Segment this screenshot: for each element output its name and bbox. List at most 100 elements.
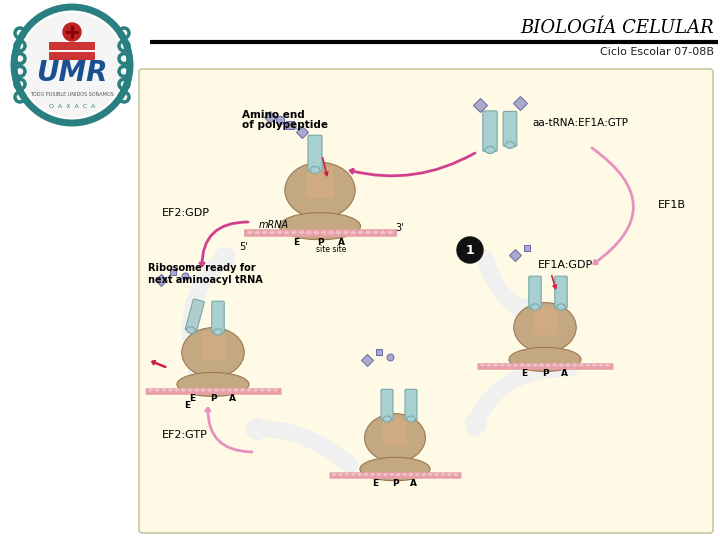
- Ellipse shape: [365, 231, 371, 234]
- Ellipse shape: [188, 388, 192, 392]
- Ellipse shape: [254, 231, 260, 234]
- Ellipse shape: [447, 473, 451, 476]
- Ellipse shape: [174, 388, 179, 392]
- Ellipse shape: [273, 388, 278, 392]
- FancyBboxPatch shape: [381, 389, 393, 420]
- Text: E: E: [184, 402, 190, 410]
- Ellipse shape: [579, 363, 583, 367]
- Text: site site: site site: [315, 245, 346, 254]
- Ellipse shape: [493, 363, 498, 367]
- Ellipse shape: [364, 473, 369, 476]
- Ellipse shape: [360, 457, 430, 481]
- Circle shape: [457, 237, 483, 263]
- Ellipse shape: [454, 473, 458, 476]
- FancyBboxPatch shape: [405, 389, 417, 420]
- Ellipse shape: [592, 363, 597, 367]
- Ellipse shape: [214, 329, 222, 335]
- Text: 1: 1: [466, 244, 474, 256]
- Ellipse shape: [332, 473, 336, 476]
- Text: EF2:GDP: EF2:GDP: [162, 208, 210, 218]
- Ellipse shape: [220, 388, 225, 392]
- Text: P: P: [317, 238, 323, 247]
- Ellipse shape: [328, 231, 334, 234]
- Circle shape: [63, 23, 81, 41]
- Ellipse shape: [407, 416, 415, 422]
- FancyBboxPatch shape: [554, 276, 567, 308]
- FancyBboxPatch shape: [212, 301, 224, 333]
- Text: UMR: UMR: [36, 59, 108, 87]
- Ellipse shape: [434, 473, 439, 476]
- Text: P: P: [392, 478, 398, 488]
- Ellipse shape: [370, 473, 375, 476]
- Ellipse shape: [533, 363, 538, 367]
- Ellipse shape: [487, 363, 492, 367]
- Ellipse shape: [513, 363, 518, 367]
- FancyBboxPatch shape: [139, 69, 713, 533]
- Ellipse shape: [186, 327, 195, 333]
- Text: E: E: [372, 478, 378, 488]
- Ellipse shape: [559, 363, 564, 367]
- Ellipse shape: [279, 213, 361, 240]
- Ellipse shape: [509, 347, 581, 372]
- Ellipse shape: [233, 388, 238, 392]
- FancyBboxPatch shape: [49, 52, 95, 60]
- Ellipse shape: [284, 231, 289, 234]
- Ellipse shape: [480, 363, 485, 367]
- Ellipse shape: [262, 231, 267, 234]
- Ellipse shape: [181, 328, 244, 377]
- Text: A: A: [338, 238, 345, 247]
- Text: P: P: [210, 394, 216, 403]
- Ellipse shape: [148, 388, 153, 392]
- Ellipse shape: [240, 388, 245, 392]
- Ellipse shape: [314, 231, 319, 234]
- Ellipse shape: [383, 473, 388, 476]
- Ellipse shape: [557, 304, 565, 310]
- FancyBboxPatch shape: [185, 299, 204, 333]
- Ellipse shape: [247, 231, 253, 234]
- Ellipse shape: [428, 473, 433, 476]
- Ellipse shape: [552, 363, 557, 367]
- Ellipse shape: [390, 473, 394, 476]
- Ellipse shape: [387, 231, 393, 234]
- Ellipse shape: [572, 363, 577, 367]
- Ellipse shape: [364, 414, 426, 462]
- Text: of polypeptide: of polypeptide: [242, 120, 328, 130]
- Ellipse shape: [505, 141, 515, 149]
- Ellipse shape: [351, 473, 356, 476]
- Text: E: E: [294, 238, 300, 247]
- Text: EF1A:GDP: EF1A:GDP: [538, 260, 593, 270]
- Ellipse shape: [485, 146, 495, 153]
- Ellipse shape: [338, 473, 343, 476]
- Ellipse shape: [247, 388, 251, 392]
- Ellipse shape: [253, 388, 258, 392]
- Ellipse shape: [377, 473, 382, 476]
- FancyBboxPatch shape: [528, 276, 541, 308]
- Text: Ribosome ready for: Ribosome ready for: [148, 263, 256, 273]
- Text: A: A: [410, 478, 417, 488]
- Ellipse shape: [155, 388, 160, 392]
- Ellipse shape: [605, 363, 610, 367]
- Ellipse shape: [201, 388, 205, 392]
- Ellipse shape: [351, 231, 356, 234]
- Ellipse shape: [343, 231, 348, 234]
- Ellipse shape: [421, 473, 426, 476]
- Ellipse shape: [373, 231, 378, 234]
- Text: EF2:GTP: EF2:GTP: [162, 430, 208, 440]
- Ellipse shape: [292, 231, 297, 234]
- FancyBboxPatch shape: [308, 135, 322, 171]
- Text: EF1B: EF1B: [658, 200, 686, 210]
- FancyBboxPatch shape: [483, 111, 498, 151]
- Ellipse shape: [380, 231, 385, 234]
- Text: E: E: [521, 369, 527, 379]
- Bar: [533, 307, 557, 335]
- Text: A: A: [561, 369, 567, 379]
- Bar: [383, 417, 407, 445]
- Ellipse shape: [441, 473, 446, 476]
- Ellipse shape: [266, 388, 271, 392]
- Ellipse shape: [514, 302, 576, 352]
- FancyBboxPatch shape: [503, 111, 517, 146]
- Ellipse shape: [520, 363, 524, 367]
- Ellipse shape: [396, 473, 400, 476]
- Ellipse shape: [585, 363, 590, 367]
- Ellipse shape: [181, 388, 186, 392]
